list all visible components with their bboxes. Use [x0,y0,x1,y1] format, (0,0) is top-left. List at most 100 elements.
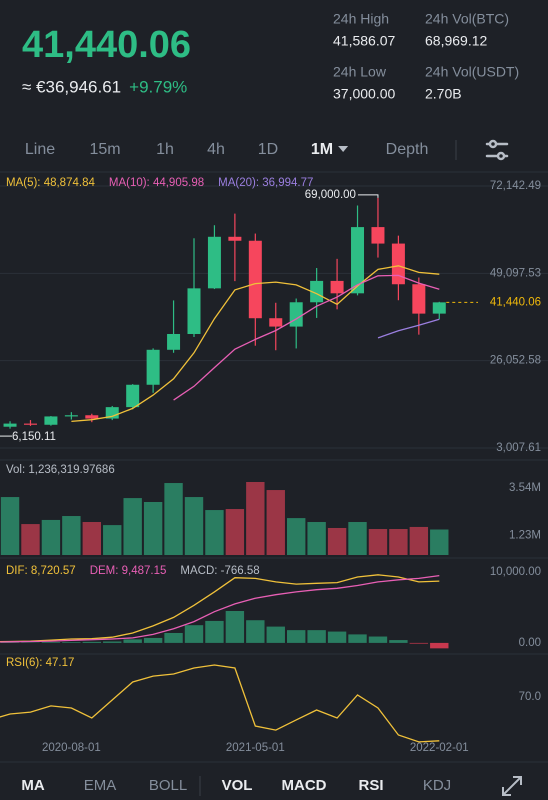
candle-body [187,288,201,334]
volume-bar [430,529,449,555]
volume-bar [123,498,142,555]
candle-body [126,384,140,408]
macd-bar [123,639,142,643]
y-tick-label: 70.0 [519,691,541,703]
y-tick-label: 3.54M [509,482,541,494]
x-tick-label: 2022-02-01 [410,742,469,754]
indicator-tab[interactable]: MACD [282,777,327,794]
candle-body [432,302,446,314]
candle-body [371,227,385,244]
volume-bar [348,522,367,555]
macd-bar [205,620,224,643]
rsi-line [0,664,440,743]
y-tick-label: 0.00 [519,637,541,649]
macd-bar [266,626,285,643]
legend-entry: MACD: -766.58 [180,565,259,577]
interval-tab[interactable]: 15m [89,141,120,158]
settings-icon[interactable] [485,139,509,161]
y-tick-label: 72,142.49 [490,180,541,192]
dropdown-arrow [338,146,349,152]
stat-label: 24h Vol(USDT) [425,64,519,80]
candle-body [412,284,426,314]
indicator-tab[interactable]: BOLL [149,777,187,794]
candle-body [391,243,405,285]
volume-bar [266,490,285,555]
interval-tab[interactable]: 1h [156,141,174,158]
volume-bar [327,527,347,555]
interval-tab[interactable]: Line [25,141,55,158]
indicator-tab[interactable]: EMA [84,777,117,794]
volume-bar [409,526,429,555]
volume-bar [164,483,183,555]
panel-title: Vol: 1,236,319.97686 [6,464,115,476]
macd-bar [389,640,408,643]
stat-label: 24h Low [333,64,387,80]
macd-bar [103,641,122,643]
legend-entry: MA(5): 48,874.84 [6,177,95,189]
stat-value: 41,586.07 [333,33,395,49]
y-tick-label: 49,097.53 [490,267,541,279]
volume-bar [62,516,81,555]
ma-line [173,274,440,401]
indicator-tab[interactable]: MA [21,777,44,794]
x-tick-label: 2021-05-01 [226,742,285,754]
volume-bar [225,509,245,555]
volume-bar [368,529,388,555]
macd-bar [409,642,429,644]
indicator-tab[interactable]: KDJ [423,777,451,794]
indicator-tab[interactable]: RSI [358,777,383,794]
candle-body [248,240,262,319]
legend-entry: MA(20): 36,994.77 [218,177,313,189]
candle-body [310,280,324,303]
macd-bar [287,630,306,643]
legend-entry: MA(10): 44,905.98 [109,177,204,189]
candle-body [289,302,303,327]
candle-body [351,227,365,294]
volume-bar [103,525,122,555]
macd-bar [225,611,245,643]
macd-bar [368,636,388,643]
macd-bar [348,634,367,643]
volume-bar [287,518,306,555]
candle-body [3,423,17,427]
interval-tab[interactable]: 4h [207,141,225,158]
stat-value: 68,969.12 [425,33,487,49]
macd-bar [307,630,326,643]
volume-bar [0,497,20,555]
legend-entry: DIF: 8,720.57 [6,565,76,577]
legend-entry: RSI(6): 47.17 [6,657,74,669]
legend-entry: DEM: 9,487.15 [90,565,167,577]
fullscreen-icon[interactable] [502,776,522,796]
candle-body [207,236,221,289]
price-change: +9.79% [129,77,187,96]
candle-body [64,415,78,417]
interval-tab[interactable]: Depth [386,141,429,158]
candle-body [23,423,37,425]
stat-value: 2.70B [425,86,462,102]
high-label: 69,000.00 [305,189,356,201]
last-price-tag: 41,440.06 [490,296,541,308]
indicator-tab[interactable]: VOL [222,777,253,794]
volume-bar [82,522,101,555]
volume-bar [389,529,408,555]
candle-body [44,416,58,425]
y-tick-label: 26,052.58 [490,355,541,367]
macd-bar [327,631,347,643]
candle-body [269,318,283,327]
macd-bar [184,625,204,643]
volume-bar [205,510,224,555]
volume-bar [41,519,61,555]
candle-body [330,280,344,294]
last-price: 41,440.06 [22,24,191,66]
macd-bar [430,642,449,649]
interval-tab[interactable]: 1M [311,141,333,158]
volume-bar [143,502,163,555]
interval-tab[interactable]: 1D [258,141,278,158]
macd-bar [41,642,61,643]
volume-bar [307,522,326,555]
candle-body [85,415,99,419]
y-tick-label: 1.23M [509,530,541,542]
